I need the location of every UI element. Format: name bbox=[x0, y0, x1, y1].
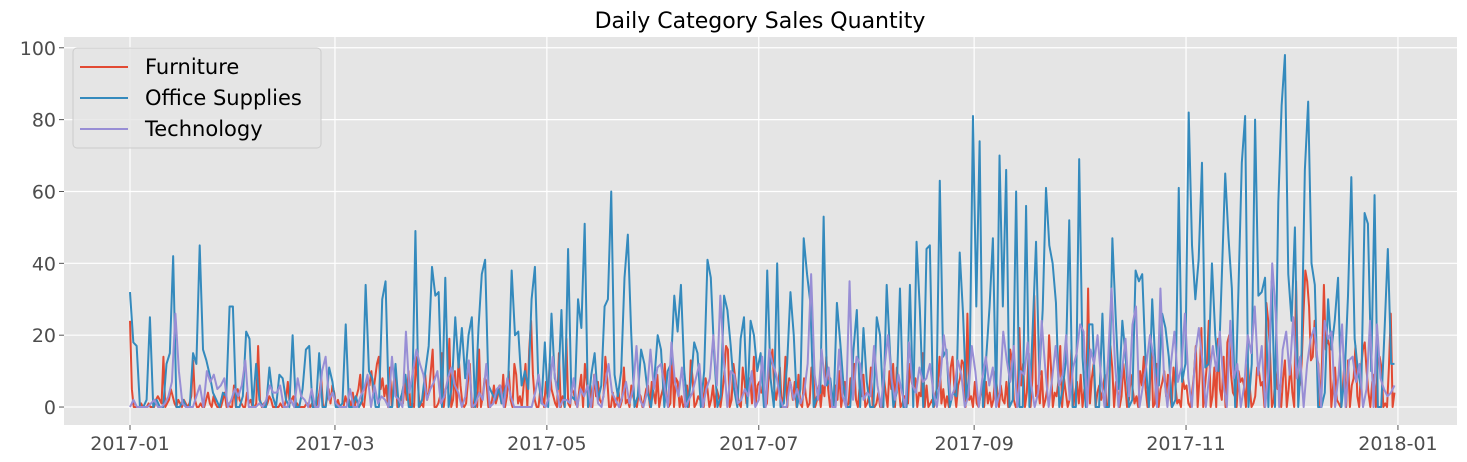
chart-title: Daily Category Sales Quantity bbox=[595, 9, 926, 34]
x-tick-label: 2017-07 bbox=[719, 433, 798, 455]
x-tick-label: 2017-11 bbox=[1146, 433, 1225, 455]
x-tick-label: 2017-01 bbox=[90, 433, 169, 455]
legend-label: Technology bbox=[144, 117, 263, 141]
legend-box bbox=[72, 47, 322, 149]
axes: 0 20 40 60 80 100 2017-01 2017-03 2017-05 2017-07… bbox=[20, 38, 1438, 455]
y-tick-label: 40 bbox=[32, 253, 56, 275]
y-tick-label: 0 bbox=[44, 397, 56, 419]
series-line-office-supplies bbox=[129, 53, 1395, 409]
legend: Furniture Office Supplies Technology bbox=[72, 47, 322, 149]
x-tick-label: 2017-03 bbox=[295, 433, 374, 455]
y-tick-label: 100 bbox=[20, 38, 56, 60]
y-tick-label: 80 bbox=[32, 110, 56, 132]
x-tick-label: 2017-09 bbox=[934, 433, 1013, 455]
y-tick-label: 20 bbox=[32, 325, 56, 347]
x-tick-label: 2017-05 bbox=[507, 433, 586, 455]
legend-label: Furniture bbox=[145, 55, 239, 79]
legend-label: Office Supplies bbox=[145, 86, 302, 110]
series-lines bbox=[129, 53, 1396, 409]
y-tick-label: 60 bbox=[32, 181, 56, 203]
x-tick-label: 2018-01 bbox=[1358, 433, 1437, 455]
series-line-technology bbox=[129, 262, 1396, 409]
